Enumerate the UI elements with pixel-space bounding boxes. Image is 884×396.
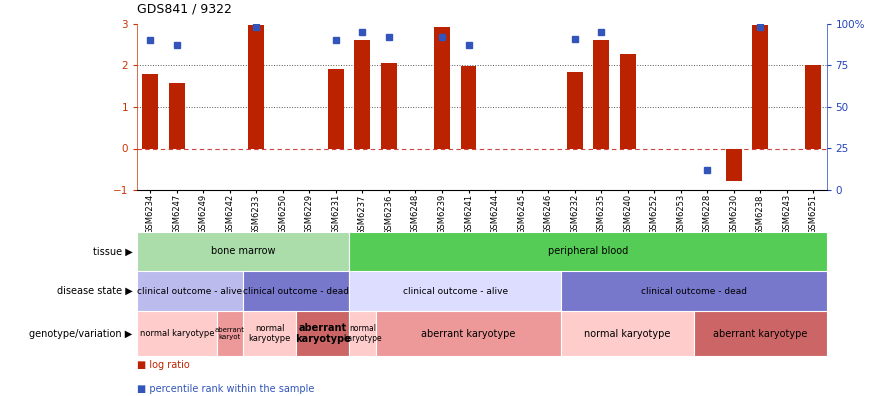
Bar: [434, 27, 450, 148]
Bar: [376, 311, 561, 356]
Bar: [694, 311, 827, 356]
Bar: [328, 70, 344, 148]
Bar: [620, 54, 636, 148]
Bar: [137, 311, 217, 356]
Bar: [349, 232, 827, 271]
Bar: [593, 40, 609, 148]
Bar: [752, 25, 768, 148]
Text: normal
karyotype: normal karyotype: [343, 324, 382, 343]
Text: genotype/variation ▶: genotype/variation ▶: [29, 329, 133, 339]
Text: clinical outcome - alive: clinical outcome - alive: [403, 287, 507, 295]
Bar: [169, 83, 185, 148]
Text: peripheral blood: peripheral blood: [548, 246, 628, 257]
Bar: [805, 65, 821, 148]
Text: normal karyotype: normal karyotype: [584, 329, 671, 339]
Bar: [726, 148, 742, 181]
Text: clinical outcome - alive: clinical outcome - alive: [138, 287, 242, 295]
Text: clinical outcome - dead: clinical outcome - dead: [641, 287, 747, 295]
Bar: [349, 271, 561, 311]
Text: aberrant
karyot: aberrant karyot: [215, 327, 245, 340]
Text: normal karyotype: normal karyotype: [140, 329, 214, 338]
Text: ■ log ratio: ■ log ratio: [137, 360, 190, 370]
Bar: [561, 311, 694, 356]
Text: disease state ▶: disease state ▶: [57, 286, 133, 296]
Bar: [461, 66, 476, 148]
Text: aberrant
karyotype: aberrant karyotype: [294, 323, 351, 345]
Text: clinical outcome - dead: clinical outcome - dead: [243, 287, 349, 295]
Text: bone marrow: bone marrow: [211, 246, 275, 257]
Bar: [137, 271, 243, 311]
Bar: [243, 311, 296, 356]
Bar: [381, 63, 397, 148]
Text: aberrant karyotype: aberrant karyotype: [713, 329, 807, 339]
Bar: [248, 25, 264, 148]
Bar: [561, 271, 827, 311]
Text: normal
karyotype: normal karyotype: [248, 324, 291, 343]
Text: GDS841 / 9322: GDS841 / 9322: [137, 3, 232, 16]
Bar: [243, 271, 349, 311]
Bar: [217, 311, 243, 356]
Bar: [349, 311, 376, 356]
Bar: [567, 72, 583, 148]
Text: ■ percentile rank within the sample: ■ percentile rank within the sample: [137, 384, 315, 394]
Bar: [137, 232, 349, 271]
Bar: [296, 311, 349, 356]
Text: tissue ▶: tissue ▶: [93, 246, 133, 257]
Bar: [142, 74, 158, 148]
Text: aberrant karyotype: aberrant karyotype: [422, 329, 515, 339]
Bar: [354, 40, 370, 148]
